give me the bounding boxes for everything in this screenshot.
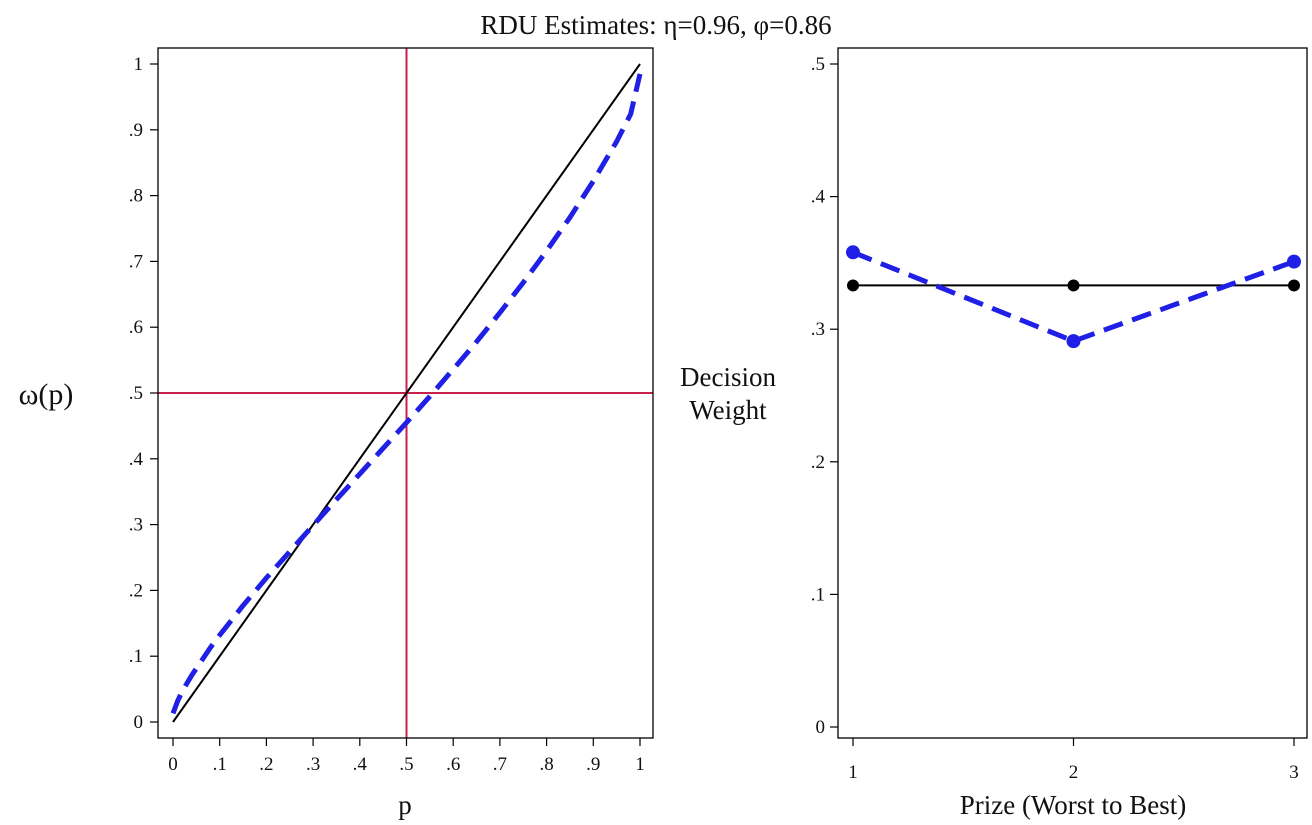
chart-title: RDU Estimates: η=0.96, φ=0.86 [480, 10, 831, 40]
left-x-tick-label: .3 [306, 754, 320, 775]
left-y-tick-label: .3 [129, 515, 143, 536]
left-y-axis-label: ω(p) [19, 378, 74, 411]
left-x-tick-label: 1 [635, 754, 645, 775]
rdu-decision-weight-line [853, 252, 1294, 341]
right-y-tick-label: .1 [811, 584, 825, 605]
left-y-tick-label: .2 [129, 580, 143, 601]
left-y-tick-label: .7 [129, 251, 143, 272]
left-x-axis-label: p [398, 790, 412, 820]
left-x-tick-label: .1 [213, 754, 227, 775]
probability-weighting-panel: 0 .1 .2 .3 .4 .5 .6 .7 .8 .9 1 0 .1 .2 .3 .4 .5 .6 .7 .8 .9 1… [19, 48, 653, 820]
right-y-tick-label: .5 [811, 54, 825, 75]
left-y-tick-label: .9 [129, 120, 143, 141]
right-axes: 1 2 3 0 .1 .2 .3 .4 .5 [811, 54, 1299, 783]
right-x-tick-label: 1 [848, 762, 858, 783]
right-plot-frame [838, 48, 1307, 738]
equal-weight-point [1068, 279, 1080, 291]
left-x-tick-label: .5 [399, 754, 413, 775]
left-y-tick-label: 0 [134, 712, 144, 733]
right-x-axis-label: Prize (Worst to Best) [960, 790, 1187, 820]
right-x-tick-label: 2 [1069, 762, 1079, 783]
right-series-group [846, 245, 1301, 348]
left-y-tick-label: .5 [129, 383, 143, 404]
left-y-tick-label: .1 [129, 646, 143, 667]
left-axes: 0 .1 .2 .3 .4 .5 .6 .7 .8 .9 1 0 .1 .2 .3 .4 .5 .6 .7 .8 .9 1 [129, 54, 645, 775]
right-y-tick-label: .3 [811, 319, 825, 340]
left-x-tick-label: .2 [259, 754, 273, 775]
left-x-tick-label: .6 [446, 754, 460, 775]
left-x-tick-label: .9 [586, 754, 600, 775]
right-y-tick-label: .2 [811, 452, 825, 473]
rdu-decision-weight-point [1067, 334, 1081, 348]
right-y-axis-label-line: Weight [689, 395, 767, 425]
right-y-tick-label: .4 [811, 187, 826, 208]
right-y-axis-label: Decision Weight [680, 362, 776, 425]
left-y-tick-label: .4 [129, 449, 144, 470]
right-y-tick-label: 0 [816, 717, 826, 738]
decision-weight-panel: 1 2 3 0 .1 .2 .3 .4 .5 Prize (Worst to Best) Dec… [680, 48, 1307, 820]
left-x-tick-label: .7 [493, 754, 507, 775]
left-y-tick-label: .6 [129, 317, 143, 338]
equal-weight-point [847, 279, 859, 291]
right-y-axis-label-line: Decision [680, 362, 776, 392]
left-x-tick-label: .8 [539, 754, 553, 775]
left-y-tick-label: .8 [129, 186, 143, 207]
equal-weight-point [1288, 279, 1300, 291]
rdu-decision-weight-point [1287, 255, 1301, 269]
left-x-tick-label: 0 [168, 754, 178, 775]
left-x-tick-label: .4 [353, 754, 368, 775]
right-x-tick-label: 3 [1289, 762, 1299, 783]
left-y-tick-label: 1 [134, 54, 144, 75]
rdu-decision-weight-point [846, 245, 860, 259]
